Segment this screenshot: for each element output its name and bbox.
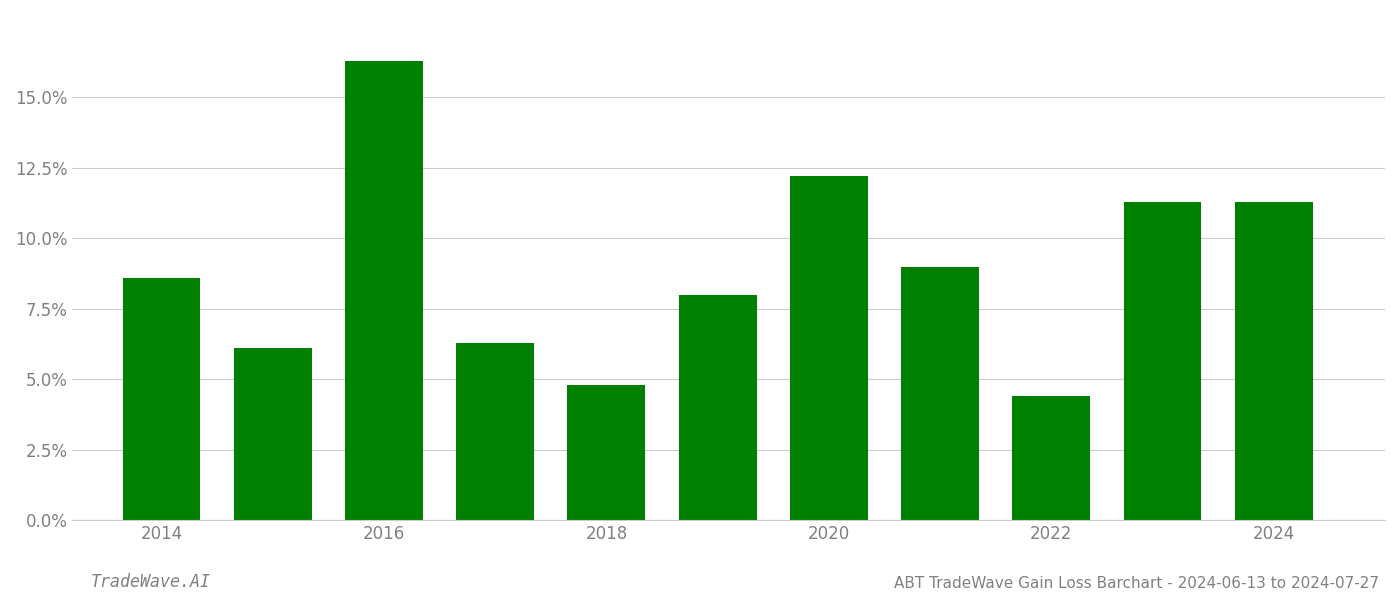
Bar xyxy=(456,343,533,520)
Bar xyxy=(1235,202,1313,520)
Bar xyxy=(679,295,756,520)
Bar xyxy=(234,348,312,520)
Bar xyxy=(790,176,868,520)
Bar xyxy=(344,61,423,520)
Bar xyxy=(902,266,979,520)
Bar xyxy=(567,385,645,520)
Text: TradeWave.AI: TradeWave.AI xyxy=(91,573,211,591)
Bar xyxy=(1124,202,1201,520)
Bar xyxy=(123,278,200,520)
Text: ABT TradeWave Gain Loss Barchart - 2024-06-13 to 2024-07-27: ABT TradeWave Gain Loss Barchart - 2024-… xyxy=(895,576,1379,591)
Bar xyxy=(1012,396,1091,520)
